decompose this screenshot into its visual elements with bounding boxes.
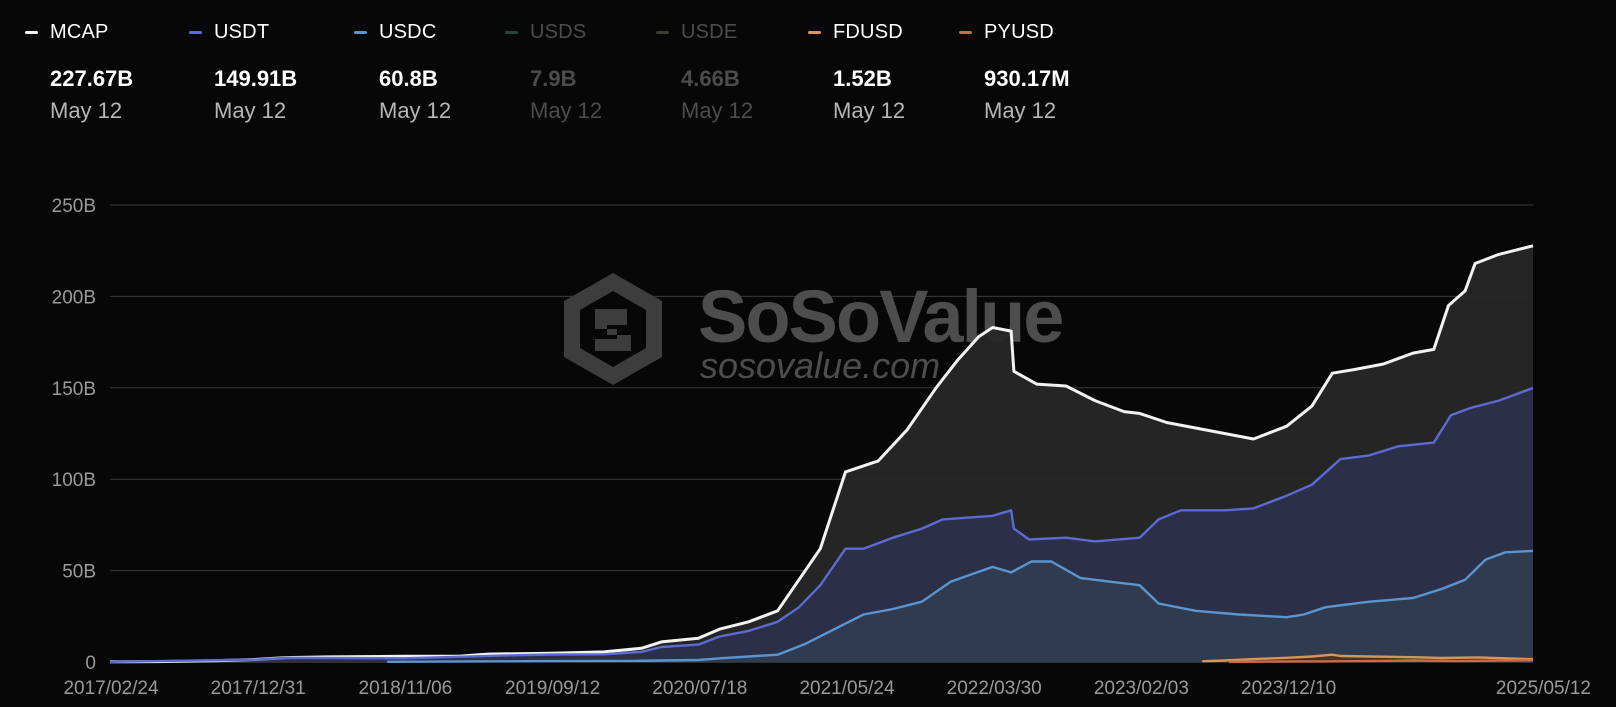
series-line-fdusd[interactable] [1202, 653, 1534, 663]
series-lines [109, 244, 1534, 664]
legend-swatch-icon [505, 30, 518, 34]
legend-date: May 12 [214, 98, 287, 123]
legend-item-mcap[interactable]: MCAP 227.67B May 12 [25, 18, 175, 124]
x-tick-label: 2019/09/12 [505, 678, 600, 699]
legend-item-usdc[interactable]: USDC 60.8B May 12 [354, 18, 504, 124]
legend-value: 149.91B [214, 66, 298, 91]
x-tick-label: 2017/12/31 [211, 678, 306, 699]
legend-value: 227.67B [50, 66, 134, 91]
legend-date: May 12 [50, 98, 123, 123]
y-axis: 0 50B 100B 150B 200B 250B [52, 196, 96, 674]
legend-swatch-icon [189, 30, 202, 34]
legend-name: USDC [379, 20, 437, 43]
legend-toggle-mcap[interactable]: MCAP [25, 18, 175, 46]
legend-toggle-pyusd[interactable]: PYUSD [959, 18, 1109, 46]
legend-swatch-icon [25, 30, 38, 34]
legend-name: USDE [681, 20, 738, 43]
series-line-usdc[interactable] [387, 549, 1534, 663]
legend-date: May 12 [379, 98, 452, 123]
x-tick-label: 2023/12/10 [1241, 678, 1336, 699]
series-area-usdt [110, 388, 1533, 662]
y-tick-label: 100B [52, 470, 96, 491]
legend-swatch-icon [959, 30, 972, 34]
legend-item-usdt[interactable]: USDT 149.91B May 12 [189, 18, 339, 124]
legend-item-usds[interactable]: USDS 7.9B May 12 [505, 18, 655, 124]
legend-toggle-fdusd[interactable]: FDUSD [808, 18, 958, 46]
legend-name: USDT [214, 20, 270, 43]
watermark-url: sosovalue.com [700, 345, 940, 386]
x-tick-label: 2017/02/24 [63, 678, 159, 699]
legend-toggle-usde[interactable]: USDE [656, 18, 806, 46]
x-tick-label: 2020/07/18 [652, 678, 747, 699]
legend-value: 60.8B [379, 66, 438, 91]
legend-value: 930.17M [984, 66, 1070, 91]
x-tick-label: 2018/11/06 [359, 678, 453, 699]
legend-name: USDS [530, 20, 587, 43]
legend-value: 7.9B [530, 66, 577, 91]
legend-item-pyusd[interactable]: PYUSD 930.17M May 12 [959, 18, 1109, 124]
y-tick-label: 200B [52, 287, 96, 308]
y-tick-label: 50B [62, 562, 96, 583]
legend-date: May 12 [984, 98, 1057, 123]
x-tick-label: 2021/05/24 [799, 678, 895, 699]
legend-name: FDUSD [833, 20, 903, 43]
x-tick-label: 2025/05/12 [1496, 678, 1591, 699]
series-area-usdc [387, 550, 1534, 662]
legend-toggle-usds[interactable]: USDS [505, 18, 655, 46]
legend-item-fdusd[interactable]: FDUSD 1.52B May 12 [808, 18, 958, 124]
legend-date: May 12 [530, 98, 603, 123]
legend-swatch-icon [656, 30, 669, 34]
series-line-mcap[interactable] [109, 244, 1534, 664]
legend-toggle-usdt[interactable]: USDT [189, 18, 339, 46]
legend: MCAP 227.67B May 12 USDT 149.91B May 12 USDC 60… [0, 0, 1616, 140]
legend-date: May 12 [833, 98, 906, 123]
x-tick-label: 2022/03/30 [947, 678, 1042, 699]
legend-item-usde[interactable]: USDE 4.66B May 12 [656, 18, 806, 124]
series-line-usdt[interactable] [109, 386, 1534, 663]
y-tick-label: 250B [52, 196, 96, 217]
legend-value: 4.66B [681, 66, 740, 91]
legend-swatch-icon [808, 30, 821, 34]
sosovalue-logo-icon [564, 273, 662, 385]
legend-name: PYUSD [984, 20, 1054, 43]
legend-name: MCAP [50, 20, 109, 43]
y-tick-label: 0 [85, 653, 96, 674]
x-axis: 2017/02/24 2017/12/31 2018/11/06 2019/09/12… [63, 678, 1591, 699]
x-tick-label: 2023/02/03 [1094, 678, 1189, 699]
legend-value: 1.52B [833, 66, 892, 91]
legend-toggle-usdc[interactable]: USDC [354, 18, 504, 46]
legend-swatch-icon [354, 30, 367, 34]
y-tick-label: 150B [52, 379, 96, 400]
legend-date: May 12 [681, 98, 754, 123]
series-line-pyusd[interactable] [1228, 659, 1534, 664]
